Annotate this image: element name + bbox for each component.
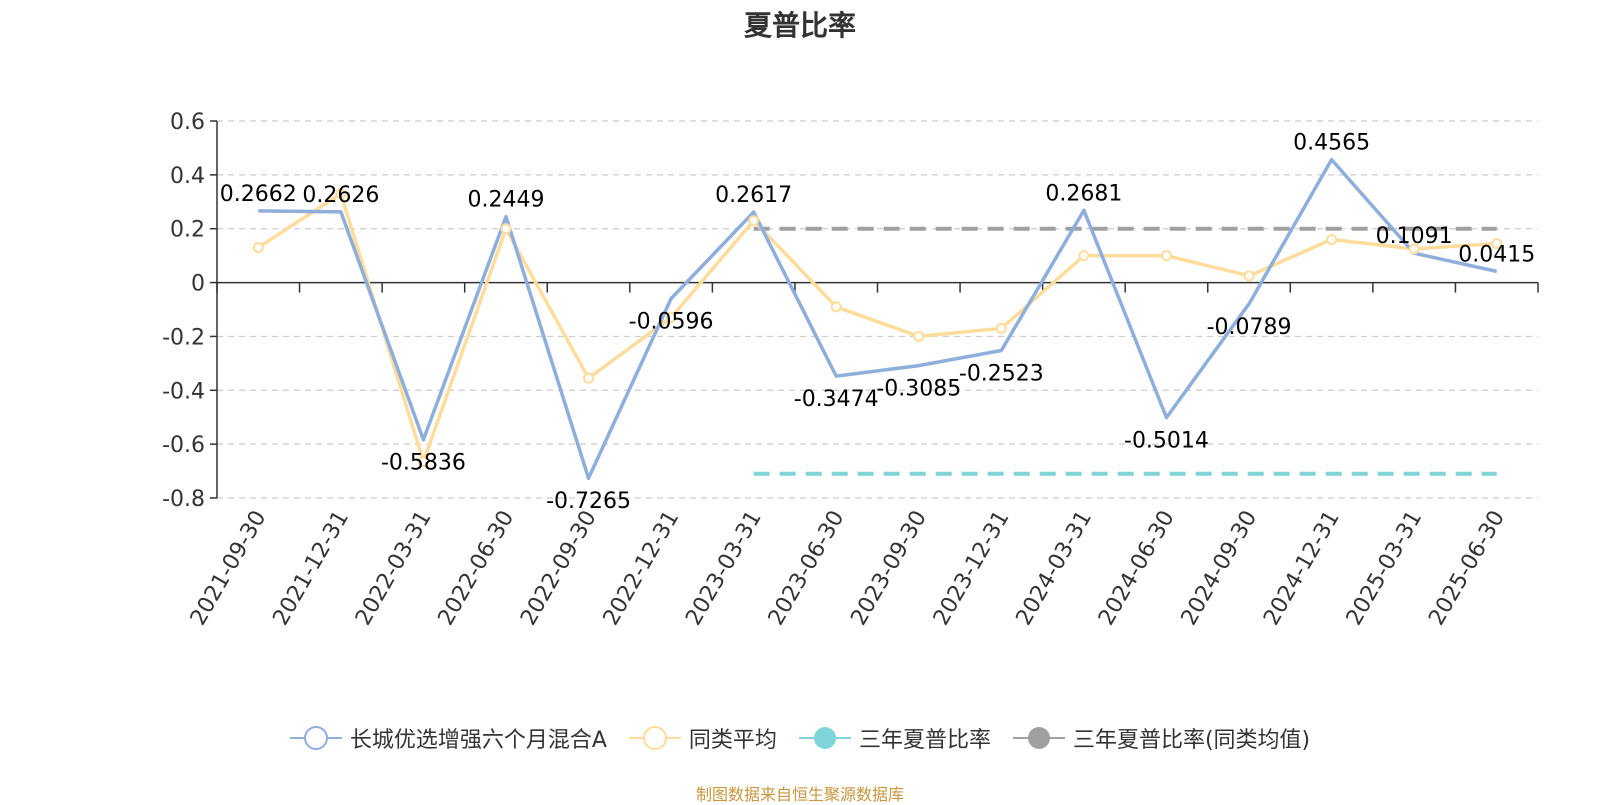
data-point-peer-average — [830, 301, 842, 313]
data-label: 0.2662 — [220, 182, 297, 207]
data-points — [252, 188, 1503, 468]
data-label: 0.2681 — [1045, 181, 1122, 206]
legend-three-year-icon — [798, 727, 851, 749]
data-label: 0.1091 — [1376, 224, 1453, 249]
data-point-peer-average — [1491, 238, 1503, 250]
x-tick-label: 2025-06-30 — [1424, 507, 1510, 630]
data-point-peer-average — [1078, 250, 1090, 262]
y-tick-label: 0.6 — [170, 110, 205, 135]
data-point-peer-average — [335, 188, 347, 200]
legend: 长城优选增强六个月混合A 同类平均 三年夏普比率 三年夏普比率(同类均值) — [0, 722, 1600, 754]
data-label: -0.5836 — [381, 451, 466, 476]
data-point-peer-average — [252, 242, 264, 254]
x-tick-label: 2023-09-30 — [846, 507, 932, 630]
data-label: 0.2626 — [302, 183, 379, 208]
y-tick-label: -0.6 — [162, 433, 205, 458]
data-point-peer-average — [1243, 270, 1255, 282]
data-label: -0.3474 — [794, 387, 879, 412]
reference-lines — [753, 226, 1497, 476]
data-source-note: 制图数据来自恒生聚源数据库 — [695, 785, 904, 804]
chart-title: 夏普比率 — [743, 9, 856, 42]
x-tick-label: 2021-12-31 — [268, 507, 354, 630]
x-tick-label: 2025-03-31 — [1342, 507, 1428, 630]
legend-label-peer-average: 同类平均 — [688, 728, 777, 753]
legend-peer-average-icon — [628, 726, 681, 750]
data-point-peer-average — [417, 456, 429, 468]
data-label: -0.5014 — [1124, 429, 1209, 454]
legend-three-year-peer-icon — [1012, 727, 1065, 749]
legend-item-fund[interactable]: 长城优选增强六个月混合A — [289, 722, 607, 754]
y-tick-label: -0.2 — [162, 325, 205, 350]
y-tick-label: -0.4 — [162, 379, 205, 404]
y-tick-labels: -0.8 -0.6 -0.4 -0.2 0 0.2 0.4 0.6 — [162, 110, 205, 512]
x-tick-label: 2021-09-30 — [186, 507, 272, 630]
x-tick-label: 2022-06-30 — [434, 507, 520, 630]
data-point-peer-average — [665, 312, 677, 324]
data-label: 0.2449 — [467, 188, 544, 213]
data-label: -0.3085 — [876, 377, 961, 402]
legend-item-three-year-peer[interactable]: 三年夏普比率(同类均值) — [1012, 722, 1311, 754]
x-tick-label: 2022-12-31 — [599, 507, 685, 630]
data-label: -0.0596 — [629, 310, 714, 335]
x-tick-label: 2022-03-31 — [351, 507, 437, 630]
y-tick-label: 0.2 — [170, 218, 205, 243]
x-tick-label: 2022-09-30 — [516, 507, 602, 630]
legend-item-three-year[interactable]: 三年夏普比率 — [798, 722, 991, 754]
x-tick-label: 2024-09-30 — [1177, 507, 1263, 630]
y-tick-label: 0 — [191, 272, 205, 297]
data-point-peer-average — [995, 322, 1007, 334]
grid-lines — [217, 120, 1538, 499]
y-tick-label: -0.8 — [162, 487, 205, 512]
series-line-1 — [257, 191, 1497, 464]
data-labels: 0.2662 0.2626 -0.5836 0.2449 -0.7265 -0.0596 0… — [220, 131, 1535, 515]
data-point-peer-average — [748, 215, 760, 227]
data-point-peer-average — [1160, 250, 1172, 262]
x-tick-label: 2023-12-31 — [929, 507, 1015, 630]
y-tick-label: 0.4 — [170, 164, 205, 189]
series-lines — [257, 157, 1498, 480]
data-label: 0.4565 — [1293, 131, 1370, 156]
x-tick-label: 2024-12-31 — [1259, 507, 1345, 630]
data-point-peer-average — [1408, 243, 1420, 255]
legend-item-peer-average[interactable]: 同类平均 — [628, 722, 777, 754]
data-label: 0.0415 — [1458, 242, 1535, 267]
data-point-peer-average — [913, 330, 925, 342]
legend-label-three-year: 三年夏普比率 — [858, 728, 991, 753]
x-tick-label: 2023-03-31 — [681, 507, 767, 630]
legend-label-fund: 长城优选增强六个月混合A — [349, 728, 607, 753]
x-tick-label: 2024-06-30 — [1094, 507, 1180, 630]
legend-fund-icon — [289, 726, 342, 750]
data-point-peer-average — [1326, 233, 1338, 245]
data-point-peer-average — [500, 223, 512, 235]
series-line-0 — [258, 157, 1498, 480]
data-label: 0.2617 — [715, 183, 792, 208]
x-tick-label: 2024-03-31 — [1012, 507, 1098, 630]
x-tick-labels: 2021-09-302021-12-312022-03-312022-06-30… — [186, 507, 1510, 630]
data-label: -0.2523 — [959, 362, 1044, 387]
data-label: -0.0789 — [1207, 315, 1292, 340]
legend-label-three-year-peer: 三年夏普比率(同类均值) — [1072, 728, 1311, 753]
axes — [210, 120, 1539, 499]
data-label: -0.7265 — [546, 489, 631, 514]
data-point-peer-average — [583, 372, 595, 384]
sharpe-ratio-chart: 0.2662 0.2626 -0.5836 0.2449 -0.7265 -0.0596 0… — [162, 110, 1539, 630]
x-tick-label: 2023-06-30 — [764, 507, 850, 630]
